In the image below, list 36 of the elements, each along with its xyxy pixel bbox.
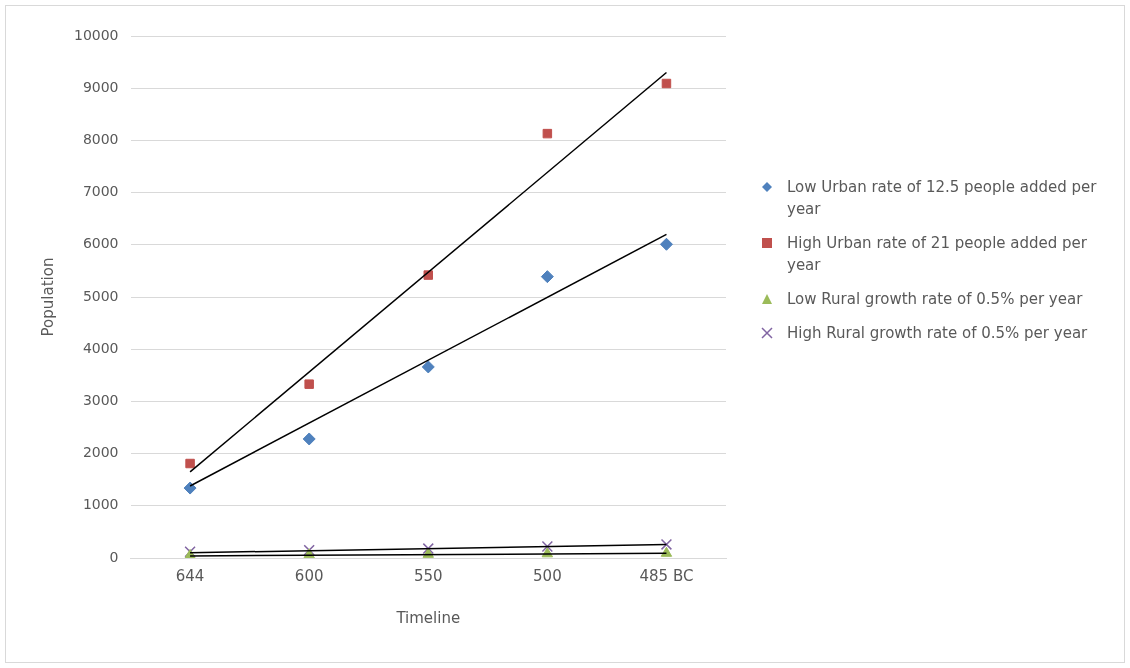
y-axis-title: Population: [38, 257, 57, 337]
y-tick-label: 2000: [82, 444, 119, 461]
y-tick-label: 5000: [82, 287, 119, 304]
y-tick-label: 4000: [82, 339, 119, 356]
point: [659, 237, 673, 251]
legend-label: Low Urban rate of 12.5 people added per year: [787, 177, 1098, 220]
point: [185, 458, 195, 469]
x-tick-label: 485 BC: [639, 566, 694, 585]
y-tick-label: 9000: [82, 78, 119, 95]
point: [303, 544, 315, 556]
x-axis-title: Timeline: [395, 608, 461, 627]
legend-label: High Rural growth rate of 0.5% per year: [787, 323, 1088, 344]
y-tick-label: 7000: [82, 183, 119, 200]
y-tick-label: 6000: [82, 235, 119, 252]
point: [183, 481, 197, 495]
y-tick-label: 8000: [82, 131, 119, 148]
legend-label: Low Rural growth rate of 0.5% per year: [787, 289, 1083, 310]
point: [661, 78, 672, 89]
y-tick-label: 3000: [82, 392, 119, 409]
point: [302, 432, 316, 446]
x-tick-label: 644: [175, 566, 205, 585]
x-tick-label: 550: [413, 566, 443, 585]
point: [541, 540, 554, 553]
legend-label: High Urban rate of 21 people added per year: [787, 233, 1088, 276]
y-tick-label: 10000: [73, 26, 119, 43]
x-tick-label: 500: [533, 566, 562, 585]
y-tick-label: 0: [109, 548, 119, 565]
x-tick-label: 600: [294, 566, 324, 585]
point: [542, 128, 553, 139]
y-tick-label: 1000: [82, 496, 119, 513]
point: [421, 360, 435, 374]
point: [304, 379, 314, 389]
point: [660, 546, 673, 557]
point: [540, 270, 554, 284]
point: [422, 542, 434, 555]
point: [660, 538, 673, 551]
